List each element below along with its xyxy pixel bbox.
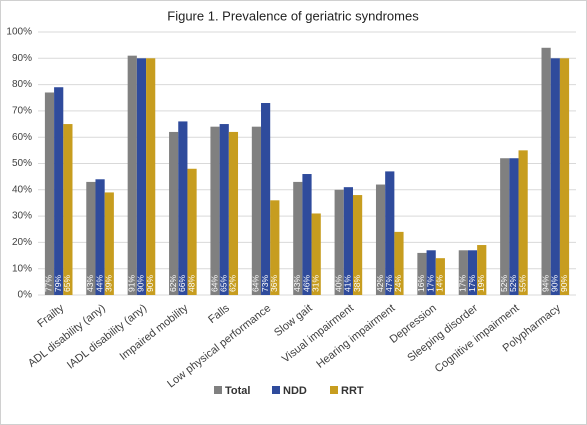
value-label: 17% bbox=[467, 275, 477, 292]
bar bbox=[467, 250, 478, 295]
bar bbox=[311, 213, 321, 295]
value-label: 65% bbox=[218, 275, 228, 292]
legend-label: RRT bbox=[341, 385, 364, 397]
y-tick-label: 60% bbox=[12, 132, 32, 143]
bar bbox=[228, 131, 239, 295]
value-label: 43% bbox=[85, 275, 95, 292]
bar bbox=[136, 58, 147, 295]
value-label: 64% bbox=[209, 275, 219, 292]
value-label: 39% bbox=[104, 275, 114, 292]
value-label: 90% bbox=[550, 275, 560, 292]
y-tick-label: 90% bbox=[12, 53, 32, 64]
bar bbox=[187, 168, 197, 295]
value-label: 94% bbox=[540, 275, 550, 292]
bar bbox=[95, 179, 105, 295]
value-label: 48% bbox=[186, 275, 196, 292]
bar bbox=[343, 187, 353, 295]
y-tick-label: 40% bbox=[12, 184, 32, 195]
value-label: 42% bbox=[375, 275, 385, 292]
y-tick-label: 100% bbox=[6, 27, 32, 38]
value-label: 77% bbox=[44, 275, 54, 292]
value-label: 66% bbox=[177, 275, 187, 292]
y-tick-label: 80% bbox=[12, 79, 32, 90]
legend-swatch bbox=[272, 386, 280, 394]
bar bbox=[417, 252, 427, 295]
y-tick-label: 0% bbox=[18, 290, 33, 301]
value-label: 90% bbox=[559, 275, 569, 292]
bar bbox=[375, 184, 386, 295]
value-label: 41% bbox=[343, 275, 353, 292]
bar bbox=[104, 192, 114, 295]
bar bbox=[559, 58, 570, 295]
bar bbox=[86, 181, 96, 295]
value-label: 14% bbox=[435, 275, 445, 292]
value-label: 55% bbox=[517, 275, 527, 292]
value-label: 62% bbox=[228, 275, 238, 292]
bar bbox=[500, 158, 510, 295]
value-label: 44% bbox=[94, 275, 104, 292]
legend-swatch bbox=[214, 386, 222, 394]
value-label: 52% bbox=[499, 275, 509, 292]
value-label: 90% bbox=[136, 275, 146, 292]
value-label: 73% bbox=[260, 275, 270, 292]
bar bbox=[127, 55, 137, 295]
value-label: 31% bbox=[310, 275, 320, 292]
value-label: 91% bbox=[127, 275, 137, 292]
value-label: 38% bbox=[352, 275, 362, 292]
bar bbox=[394, 231, 404, 295]
bar bbox=[54, 87, 64, 295]
bar bbox=[270, 200, 280, 295]
y-tick-label: 70% bbox=[12, 106, 32, 117]
y-tick-label: 30% bbox=[12, 211, 32, 222]
value-label: 43% bbox=[292, 275, 302, 292]
value-label: 65% bbox=[62, 275, 72, 292]
bar bbox=[63, 124, 73, 295]
bar bbox=[541, 47, 551, 295]
bar bbox=[293, 181, 303, 295]
legend-label: NDD bbox=[283, 385, 307, 397]
bar bbox=[435, 258, 445, 295]
bar bbox=[550, 58, 560, 295]
bar bbox=[426, 250, 436, 295]
value-label: 46% bbox=[301, 275, 311, 292]
value-label: 64% bbox=[251, 275, 261, 292]
value-label: 36% bbox=[269, 275, 279, 292]
value-label: 40% bbox=[333, 275, 343, 292]
value-label: 19% bbox=[476, 275, 486, 292]
value-label: 16% bbox=[416, 275, 426, 292]
bar bbox=[334, 189, 344, 295]
value-label: 52% bbox=[508, 275, 518, 292]
value-label: 90% bbox=[145, 275, 155, 292]
bar bbox=[509, 158, 519, 295]
bar bbox=[518, 150, 528, 295]
value-label: 24% bbox=[393, 275, 403, 292]
bar bbox=[178, 121, 188, 295]
bar bbox=[261, 103, 271, 295]
value-label: 17% bbox=[425, 275, 435, 292]
bar bbox=[385, 171, 395, 295]
y-tick-label: 20% bbox=[12, 237, 32, 248]
legend-label: Total bbox=[225, 385, 250, 397]
bar bbox=[210, 126, 220, 296]
bar bbox=[302, 174, 312, 295]
legend-swatch bbox=[330, 386, 338, 394]
value-label: 47% bbox=[384, 275, 394, 292]
bar bbox=[146, 58, 156, 295]
value-label: 62% bbox=[168, 275, 178, 292]
value-label: 79% bbox=[53, 275, 63, 292]
bar bbox=[251, 126, 262, 296]
bar bbox=[169, 131, 179, 295]
bar bbox=[458, 250, 468, 295]
y-tick-label: 10% bbox=[12, 263, 32, 274]
chart-title: Figure 1. Prevalence of geriatric syndro… bbox=[167, 8, 419, 23]
bar bbox=[219, 124, 229, 295]
value-label: 17% bbox=[458, 275, 468, 292]
bar bbox=[477, 245, 487, 295]
bar bbox=[352, 195, 363, 295]
y-tick-label: 50% bbox=[12, 158, 32, 169]
bar bbox=[44, 92, 55, 296]
